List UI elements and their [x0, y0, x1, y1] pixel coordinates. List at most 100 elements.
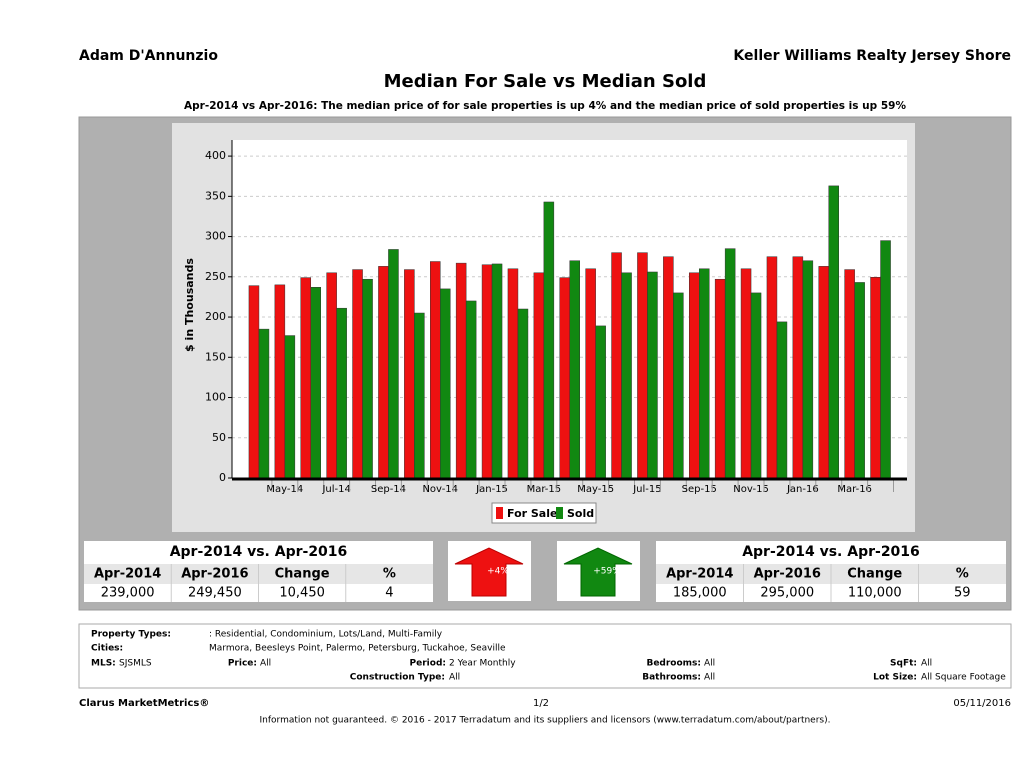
agent: Adam D'Annunzio	[79, 48, 218, 64]
stats-value: 110,000	[848, 586, 902, 601]
bar	[378, 266, 389, 479]
bar	[430, 261, 441, 479]
filter-value: SJSMLS	[119, 659, 152, 669]
bar	[362, 278, 373, 479]
x-tick-label: Nov-15	[733, 484, 769, 495]
disclaimer: Information not guaranteed. © 2016 - 201…	[260, 716, 831, 726]
x-tick-label: May-15	[577, 484, 614, 495]
stats-header: %	[383, 567, 396, 582]
bar	[414, 312, 425, 479]
x-tick-label: Mar-15	[527, 484, 562, 495]
stats-header: Apr-2016	[754, 567, 821, 582]
up-arrow	[454, 547, 524, 597]
bar	[404, 269, 415, 479]
bar	[828, 185, 839, 479]
bar	[844, 269, 855, 479]
bar	[699, 268, 710, 479]
date: 05/11/2016	[953, 698, 1011, 709]
legend-label: Sold	[567, 507, 594, 520]
bar	[776, 321, 788, 479]
legend-label: For Sale	[507, 507, 557, 520]
filter-label: Lot Size:	[873, 673, 917, 683]
bar	[595, 325, 606, 479]
y-tick-label: 150	[205, 350, 226, 363]
bar	[621, 272, 632, 479]
stats-value: 4	[385, 586, 393, 601]
bar	[491, 263, 503, 479]
bar	[673, 292, 684, 479]
filter-value: 2 Year Monthly	[449, 659, 516, 669]
x-tick-label: Jul-15	[632, 484, 661, 495]
filter-value: : Residential, Condominium, Lots/Land, M…	[209, 630, 443, 640]
y-tick-label: 200	[205, 310, 226, 323]
legend-swatch	[556, 507, 563, 519]
bar	[647, 271, 658, 479]
filter-value: All Square Footage	[921, 673, 1006, 683]
bar	[714, 278, 726, 479]
filter-value: All	[260, 659, 271, 669]
stats-title: Apr-2014 vs. Apr-2016	[742, 544, 920, 560]
bar	[284, 335, 296, 479]
bar	[300, 277, 311, 479]
filter-value: All	[921, 659, 932, 669]
bar	[507, 268, 519, 479]
filter-label: Property Types:	[91, 630, 171, 640]
bar	[569, 260, 580, 479]
bar	[326, 272, 337, 479]
y-tick-label: 300	[205, 230, 226, 243]
stats-header: Change	[275, 567, 330, 582]
bar	[766, 256, 778, 479]
legend-swatch	[496, 507, 503, 519]
bar	[663, 256, 674, 479]
bar	[533, 272, 545, 479]
bar	[517, 308, 529, 479]
y-tick-label: 100	[205, 391, 226, 404]
stats-value: 239,000	[101, 586, 155, 601]
y-tick-label: 400	[205, 149, 226, 162]
filter-label: MLS:	[91, 659, 116, 669]
y-tick-label: 250	[205, 270, 226, 283]
bar	[258, 328, 270, 479]
bar	[336, 307, 347, 479]
legend	[491, 502, 597, 524]
bar	[559, 277, 570, 479]
chart-title: Median For Sale vs Median Sold	[384, 71, 707, 92]
x-tick-label: Jul-14	[321, 484, 350, 495]
filter-value: All	[449, 673, 460, 683]
x-tick-label: May-14	[266, 484, 303, 495]
arrow-label: +59%	[593, 567, 621, 577]
brand: Clarus MarketMetrics®	[79, 698, 209, 709]
stats-value: 10,450	[279, 586, 325, 601]
filters-box	[78, 623, 1012, 689]
y-tick-label: 0	[219, 471, 226, 484]
bar	[248, 285, 260, 479]
stats-header: Change	[847, 567, 902, 582]
bar	[854, 282, 865, 479]
bar	[870, 277, 881, 479]
filter-label: Bathrooms:	[642, 673, 701, 683]
stats-header: Apr-2016	[181, 567, 248, 582]
stats-title: Apr-2014 vs. Apr-2016	[170, 544, 348, 560]
y-tick-label: 50	[212, 431, 226, 444]
x-tick-label: Mar-16	[837, 484, 872, 495]
bar	[352, 269, 363, 479]
bar	[274, 284, 286, 479]
x-tick-label: Jan-15	[475, 484, 508, 495]
filter-value: Marmora, Beesleys Point, Palermo, Peters…	[209, 644, 506, 654]
bar	[880, 240, 891, 479]
x-tick-label: Sep-15	[682, 484, 717, 495]
filter-value: All	[704, 659, 715, 669]
bar	[818, 266, 829, 479]
bar	[440, 288, 451, 479]
bar	[689, 272, 700, 479]
up-arrow	[563, 547, 633, 597]
bar	[611, 252, 622, 479]
filter-label: Bedrooms:	[646, 659, 701, 669]
x-tick-label: Nov-14	[422, 484, 458, 495]
page-number: 1/2	[533, 698, 549, 709]
bar	[465, 300, 477, 479]
filter-label: Cities:	[91, 644, 123, 654]
stats-header: Apr-2014	[94, 567, 161, 582]
